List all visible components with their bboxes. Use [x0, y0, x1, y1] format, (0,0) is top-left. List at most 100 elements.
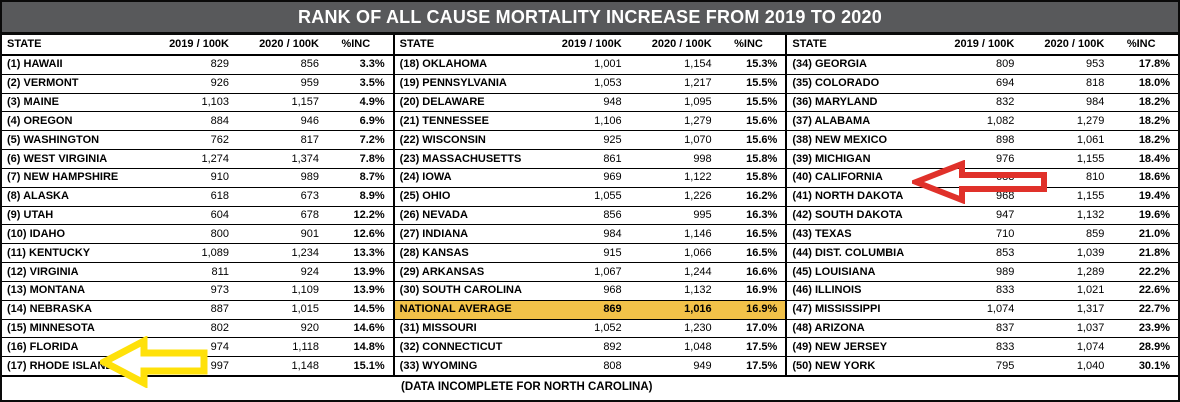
- footnote: (DATA INCOMPLETE FOR NORTH CAROLINA): [2, 375, 1178, 397]
- state-cell: (7) NEW HAMPSHIRE: [7, 172, 119, 184]
- pct-increase-cell: 16.3%: [746, 209, 778, 222]
- table-row: (11) KENTUCKY 1,089 1,234 13.3%: [2, 244, 393, 264]
- state-cell: (17) RHODE ISLAND: [7, 360, 114, 372]
- rate-2019-cell: 1,274: [201, 152, 229, 165]
- rate-2019-cell: 976: [995, 152, 1015, 165]
- rate-2020-cell: 1,230: [684, 322, 712, 334]
- rate-2019-cell: 1,082: [986, 114, 1015, 127]
- rate-2019-cell: 869: [603, 303, 622, 316]
- col-header-pct-inc: %INC: [734, 38, 763, 50]
- table-row: (15) MINNESOTA 802 920 14.6%: [2, 320, 393, 339]
- pct-increase-cell: 19.4%: [1138, 190, 1171, 203]
- pct-increase-cell: 15.8%: [746, 171, 778, 184]
- table-row: (35) COLORADO 694 818 18.0%: [787, 75, 1178, 94]
- rate-2020-cell: 995: [693, 209, 712, 222]
- state-cell: (34) GEORGIA: [792, 59, 867, 71]
- table-row: (19) PENNSYLVANIA 1,053 1,217 15.5%: [394, 75, 786, 94]
- pct-increase-cell: 13.9%: [353, 265, 385, 278]
- rate-2020-cell: 1,217: [684, 77, 712, 90]
- rate-2020-cell: 1,279: [1076, 114, 1105, 127]
- rate-2019-cell: 925: [603, 133, 622, 146]
- table-row: (45) LOUISIANA 989 1,289 22.2%: [787, 263, 1178, 282]
- pct-increase-cell: 18.6%: [1138, 171, 1171, 184]
- col-header-state: STATE: [7, 39, 42, 50]
- state-cell: (1) HAWAII: [7, 59, 63, 71]
- col-header-2020: 2020 / 100K: [1044, 38, 1105, 50]
- rate-2019-cell: 694: [995, 77, 1015, 90]
- rate-2019-cell: 1,067: [594, 265, 622, 278]
- rate-2020-cell: 1,155: [1076, 152, 1105, 165]
- state-cell: (41) NORTH DAKOTA: [792, 191, 904, 203]
- rate-2020-cell: 984: [1085, 96, 1105, 109]
- rate-2020-cell: 953: [1085, 58, 1105, 71]
- rate-2019-cell: 829: [210, 58, 229, 71]
- rate-2020-cell: 920: [300, 322, 319, 334]
- rate-2020-cell: 817: [300, 133, 319, 146]
- table-row: (36) MARYLAND 832 984 18.2%: [787, 94, 1178, 113]
- state-cell: (14) NEBRASKA: [7, 304, 92, 316]
- pct-increase-cell: 18.2%: [1138, 96, 1171, 109]
- rate-2020-cell: 678: [300, 209, 319, 222]
- rate-2020-cell: 1,066: [684, 246, 712, 259]
- rate-2019-cell: 861: [603, 152, 622, 165]
- table-row: (39) MICHIGAN 976 1,155 18.4%: [787, 150, 1178, 169]
- state-cell: (16) FLORIDA: [7, 341, 79, 353]
- rate-2019-cell: 1,106: [594, 114, 622, 127]
- rate-2020-cell: 1,016: [684, 303, 712, 316]
- pct-increase-cell: 16.9%: [746, 303, 778, 316]
- rate-2020-cell: 959: [300, 77, 319, 90]
- rate-2020-cell: 1,074: [1076, 340, 1105, 353]
- pct-increase-cell: 16.6%: [746, 265, 778, 278]
- column-group-3: STATE 2019 / 100K 2020 / 100K %INC (34) …: [787, 35, 1178, 375]
- state-cell: (12) VIRGINIA: [7, 266, 79, 278]
- rate-2020-cell: 1,244: [684, 265, 712, 278]
- table-row: (32) CONNECTICUT 892 1,048 17.5%: [394, 338, 786, 358]
- state-cell: (9) UTAH: [7, 210, 54, 222]
- col-header-pct-inc: %INC: [1126, 38, 1156, 50]
- state-cell: (20) DELAWARE: [399, 97, 485, 109]
- rate-2020-cell: 1,226: [684, 190, 712, 203]
- pct-increase-cell: 14.8%: [353, 340, 385, 353]
- rate-2019-cell: 968: [603, 284, 622, 297]
- pct-increase-cell: 15.6%: [746, 114, 778, 127]
- pct-increase-cell: 19.6%: [1138, 209, 1171, 222]
- pct-increase-cell: 18.2%: [1138, 133, 1171, 146]
- state-cell: (33) WYOMING: [399, 360, 478, 372]
- state-cell: (3) MAINE: [7, 97, 59, 109]
- state-cell: (8) ALASKA: [7, 191, 69, 203]
- pct-increase-cell: 15.1%: [353, 359, 385, 372]
- rate-2020-cell: 1,118: [292, 340, 319, 353]
- pct-increase-cell: 21.8%: [1138, 246, 1171, 259]
- state-cell: (38) NEW MEXICO: [792, 134, 888, 146]
- pct-increase-cell: 17.8%: [1138, 58, 1171, 71]
- table-row: (42) SOUTH DAKOTA 947 1,132 19.6%: [787, 207, 1178, 226]
- table-row: (33) WYOMING 808 949 17.5%: [395, 357, 786, 375]
- pct-increase-cell: 8.7%: [359, 171, 385, 184]
- state-cell: (31) MISSOURI: [399, 323, 477, 334]
- table-row: (1) HAWAII 829 856 3.3%: [2, 56, 393, 75]
- table-row: (7) NEW HAMPSHIRE 910 989 8.7%: [2, 169, 393, 188]
- state-cell: (32) CONNECTICUT: [399, 341, 503, 353]
- state-cell: (49) NEW JERSEY: [792, 341, 888, 353]
- column-header-row: STATE 2019 / 100K 2020 / 100K %INC: [787, 35, 1178, 56]
- table-row: (48) ARIZONA 837 1,037 23.9%: [787, 320, 1178, 339]
- table-row: (31) MISSOURI 1,052 1,230 17.0%: [394, 320, 786, 339]
- rate-2020-cell: 1,132: [1076, 209, 1105, 222]
- rate-2019-cell: 762: [210, 133, 229, 146]
- rate-2020-cell: 989: [300, 171, 319, 184]
- national-average-row: NATIONAL AVERAGE 869 1,016 16.9%: [394, 300, 786, 320]
- pct-increase-cell: 17.0%: [746, 322, 778, 334]
- rate-2019-cell: 973: [210, 284, 229, 297]
- rate-2019-cell: 947: [995, 209, 1015, 222]
- table-row: (40) CALIFORNIA 683 810 18.6%: [787, 169, 1178, 188]
- table-row: (6) WEST VIRGINIA 1,274 1,374 7.8%: [2, 150, 393, 169]
- rate-2020-cell: 1,155: [1076, 190, 1105, 203]
- table-row: (12) VIRGINIA 811 924 13.9%: [2, 263, 393, 282]
- table-row: (14) NEBRASKA 887 1,015 14.5%: [2, 301, 393, 320]
- table-row: (3) MAINE 1,103 1,157 4.9%: [2, 94, 393, 113]
- rate-2020-cell: 673: [300, 190, 319, 203]
- rate-2019-cell: 837: [995, 322, 1015, 334]
- rate-2019-cell: 989: [995, 265, 1015, 278]
- state-cell: (10) IDAHO: [7, 228, 66, 240]
